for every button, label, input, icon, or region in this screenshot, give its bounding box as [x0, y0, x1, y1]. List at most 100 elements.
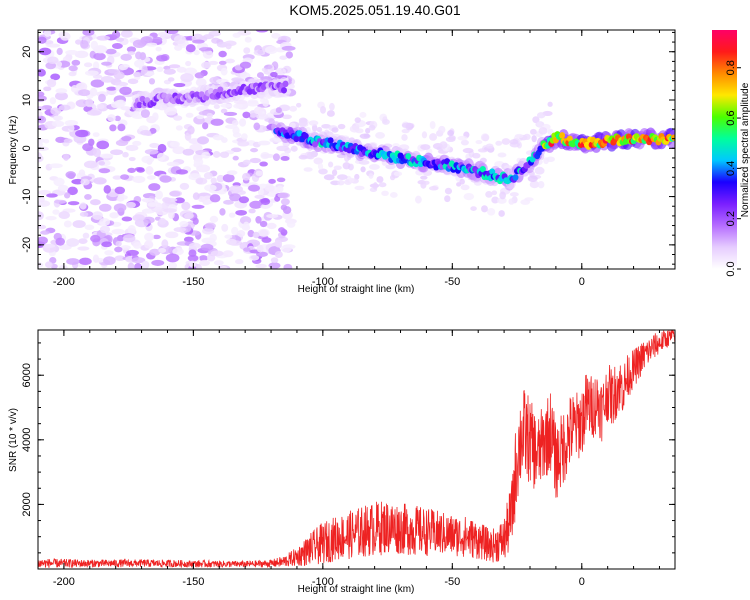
spectrogram-cell — [670, 134, 675, 141]
spectrogram-cell — [289, 105, 298, 112]
spectrogram-cell — [232, 32, 241, 38]
spectrogram-cell — [169, 190, 181, 197]
spectrogram-cell — [489, 168, 496, 175]
spectrogram-cell — [495, 140, 503, 146]
y-tick-label: 2000 — [21, 492, 33, 516]
spectrogram-cell — [80, 178, 90, 186]
spectrogram-cell — [218, 60, 227, 65]
spectrogram-cell — [491, 196, 499, 204]
spectrogram-cell — [534, 166, 545, 175]
spectrogram-cell — [331, 127, 339, 133]
spectrogram-cell — [143, 208, 152, 214]
spectrogram-cell — [259, 97, 268, 104]
spectrogram-cell — [44, 40, 54, 45]
spectrogram-cell — [38, 111, 43, 117]
spectrogram-cell — [266, 222, 277, 230]
spectrogram-cell — [111, 43, 123, 50]
spectrogram-cell — [127, 51, 136, 56]
spectrogram-cell — [481, 205, 488, 213]
spectrogram-cell — [127, 225, 136, 234]
spectrogram-cell — [280, 244, 292, 253]
spectrogram-cell — [202, 34, 215, 40]
spectrogram-cell — [530, 128, 537, 135]
x-tick-label: -100 — [312, 576, 334, 588]
spectrogram-cell — [83, 62, 93, 68]
spectrogram-cell — [93, 177, 107, 185]
spectrogram-cell — [122, 234, 136, 243]
spectrogram-cell — [158, 217, 167, 225]
spectrogram-cell — [128, 156, 136, 162]
spectrogram-cell — [64, 119, 79, 126]
spectrogram-cell — [180, 73, 194, 83]
spectrogram-cell — [105, 48, 117, 55]
spectrogram-cell — [270, 257, 279, 264]
spectrogram-cell — [250, 147, 259, 153]
spectrogram-cell — [132, 140, 142, 146]
spectrogram-cell — [359, 111, 367, 118]
spectrogram-cell — [368, 173, 374, 179]
spectrogram-cell — [201, 61, 211, 69]
spectrogram-frame — [37, 29, 676, 270]
spectrogram-cell — [72, 220, 86, 228]
spectrogram-y-ticks: 20 10 0 -10 -20 — [21, 31, 675, 265]
spectrogram-cell — [202, 227, 215, 235]
spectrogram-cell — [79, 211, 89, 217]
spectrogram-cell — [54, 199, 67, 204]
spectrogram-cell — [167, 77, 175, 82]
spectrogram-cell — [156, 66, 164, 73]
spectrogram-cell — [115, 99, 126, 108]
spectrogram-cell — [253, 122, 261, 131]
spectrogram-cell — [156, 152, 166, 161]
spectrogram-cell — [45, 216, 57, 221]
spectrogram-cell — [293, 135, 300, 143]
spectrogram-cell — [220, 265, 228, 269]
spectrogram-cell — [91, 211, 103, 220]
colorbar: 0.0 0.2 0.4 0.6 0.8 Normalized spectral ampl… — [712, 30, 750, 277]
spectrogram-cell — [185, 60, 192, 67]
spectrogram-cell — [63, 153, 70, 161]
spectrogram-cell — [238, 196, 250, 204]
spectrogram-cell — [209, 194, 221, 203]
spectrogram-cell — [78, 238, 88, 244]
spectrogram-cell — [261, 153, 275, 158]
spectrogram-x-axis-label: Height of straight line (km) — [298, 284, 415, 295]
spectrogram-cell — [233, 99, 248, 105]
spectrogram-cell — [192, 192, 200, 200]
spectrogram-cell — [235, 209, 247, 216]
spectrogram-cell — [491, 190, 498, 196]
spectrogram-cell — [509, 192, 519, 197]
spectrogram-cell — [168, 262, 178, 269]
spectrogram-cell — [298, 154, 308, 160]
spectrogram-cell — [52, 209, 60, 215]
spectrogram-cell — [220, 108, 228, 114]
spectrogram-cell — [547, 101, 553, 107]
spectrogram-cell — [140, 129, 152, 136]
spectrogram-cell — [46, 193, 58, 198]
spectrogram-cell — [209, 215, 219, 223]
spectrogram-cell — [264, 64, 273, 70]
spectrogram-cell — [256, 113, 269, 120]
spectrogram-cell — [462, 147, 474, 154]
spectrogram-cell — [277, 192, 290, 199]
spectrogram-cell — [99, 217, 111, 226]
spectrogram-cell — [38, 115, 47, 124]
colorbar-tick-label: 0.6 — [725, 110, 737, 125]
spectrogram-cell — [286, 220, 296, 228]
spectrogram-cell — [120, 30, 133, 38]
spectrogram-cell — [78, 169, 86, 177]
spectrogram-cell — [274, 239, 283, 248]
spectrogram-cell — [146, 42, 158, 47]
spectrogram-cell — [133, 71, 142, 78]
spectrogram-cell — [326, 110, 335, 117]
spectrogram-cell — [270, 71, 278, 78]
spectrogram-cell — [349, 125, 360, 133]
spectrogram-cell — [198, 255, 208, 262]
spectrogram-cell — [249, 200, 263, 209]
spectrogram-cell — [38, 47, 52, 56]
spectrogram-cell — [429, 133, 436, 140]
spectrogram-cell — [100, 76, 114, 83]
spectrogram-cell — [512, 174, 519, 181]
spectrogram-cell — [226, 170, 238, 176]
spectrogram-cell — [444, 158, 451, 165]
spectrogram-cell — [201, 151, 211, 159]
